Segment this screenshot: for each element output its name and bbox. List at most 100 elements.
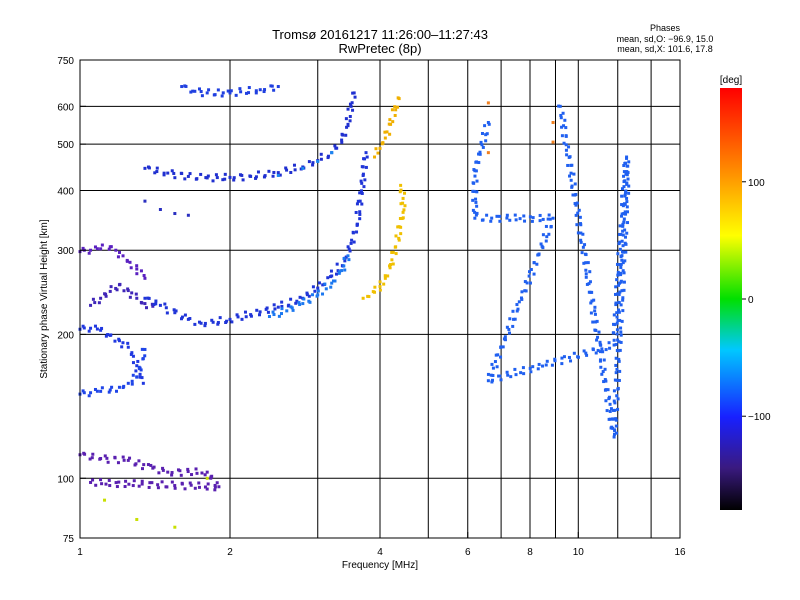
echo-point bbox=[118, 282, 122, 286]
echo-point bbox=[316, 286, 320, 290]
echo-point bbox=[485, 132, 489, 136]
echo-point bbox=[362, 157, 366, 161]
echo-point bbox=[247, 86, 251, 90]
echo-point bbox=[126, 458, 130, 462]
echo-point bbox=[235, 313, 239, 317]
echo-point bbox=[265, 306, 269, 310]
echo-point bbox=[347, 258, 351, 262]
echo-point bbox=[186, 213, 190, 217]
echo-point bbox=[561, 111, 565, 115]
echo-point bbox=[481, 145, 485, 149]
echo-point bbox=[149, 463, 153, 467]
echo-point bbox=[615, 328, 619, 332]
echo-point bbox=[545, 235, 549, 239]
echo-point bbox=[494, 353, 498, 357]
echo-point bbox=[516, 307, 520, 311]
grid bbox=[80, 60, 680, 538]
echo-point bbox=[258, 310, 262, 314]
echo-point bbox=[484, 133, 488, 137]
echo-point bbox=[615, 332, 619, 336]
echo-point bbox=[401, 196, 405, 200]
echo-point bbox=[573, 202, 577, 206]
echo-point bbox=[547, 232, 551, 236]
echo-point bbox=[173, 484, 177, 488]
echo-point bbox=[271, 310, 275, 314]
echo-point bbox=[618, 224, 622, 228]
echo-point bbox=[527, 270, 531, 274]
echo-point bbox=[203, 473, 207, 477]
echo-point bbox=[522, 214, 526, 218]
echo-point bbox=[569, 171, 573, 175]
echo-point bbox=[173, 311, 177, 315]
echo-point bbox=[170, 471, 174, 475]
y-tick-label: 300 bbox=[57, 246, 74, 257]
echo-point bbox=[622, 202, 626, 206]
echo-point bbox=[137, 365, 141, 369]
echo-point bbox=[203, 324, 207, 328]
echo-point bbox=[180, 85, 184, 89]
echo-point bbox=[617, 300, 621, 304]
echo-point bbox=[513, 317, 517, 321]
echo-point bbox=[114, 389, 118, 393]
echo-point bbox=[593, 309, 597, 313]
echo-point bbox=[326, 154, 330, 158]
echo-point bbox=[356, 199, 360, 203]
echo-point bbox=[311, 285, 315, 289]
echo-point bbox=[508, 218, 512, 222]
echo-point bbox=[614, 431, 618, 435]
echo-point bbox=[489, 373, 493, 377]
echo-point bbox=[551, 121, 555, 125]
echo-point bbox=[99, 328, 103, 332]
echo-point bbox=[330, 151, 334, 155]
echo-point bbox=[579, 240, 583, 244]
echo-point bbox=[627, 191, 631, 195]
echo-point bbox=[285, 309, 289, 313]
echo-point bbox=[258, 88, 262, 92]
echo-point bbox=[613, 323, 617, 327]
echo-point bbox=[564, 134, 568, 138]
echo-point bbox=[232, 176, 236, 180]
echo-point bbox=[114, 286, 118, 290]
echo-point bbox=[183, 177, 187, 181]
echo-point bbox=[109, 333, 113, 337]
x-tick-label: 1 bbox=[77, 547, 83, 558]
echo-point bbox=[346, 254, 350, 258]
echo-point bbox=[391, 250, 395, 254]
y-tick-label: 200 bbox=[57, 330, 74, 341]
echo-point bbox=[621, 204, 625, 208]
echo-point bbox=[531, 365, 535, 369]
echo-point bbox=[578, 222, 582, 226]
echo-point bbox=[623, 259, 627, 263]
echo-point bbox=[541, 364, 545, 368]
echo-point bbox=[399, 183, 403, 187]
echo-point bbox=[214, 173, 218, 177]
echo-point bbox=[131, 373, 135, 377]
echo-point bbox=[126, 345, 130, 349]
echo-point bbox=[340, 269, 344, 273]
echo-point bbox=[604, 348, 608, 352]
echo-point bbox=[280, 304, 284, 308]
echo-point bbox=[581, 245, 585, 249]
echo-point bbox=[373, 290, 377, 294]
echo-point bbox=[155, 166, 159, 170]
echo-point bbox=[170, 473, 174, 477]
echo-point bbox=[550, 363, 554, 367]
echo-point bbox=[100, 326, 104, 330]
echo-point bbox=[262, 90, 266, 94]
echo-point bbox=[374, 147, 378, 151]
y-tick-label: 750 bbox=[57, 56, 74, 67]
echo-point bbox=[236, 315, 240, 319]
echo-point bbox=[122, 289, 126, 293]
echo-point bbox=[199, 172, 203, 176]
echo-point bbox=[491, 378, 495, 382]
echo-point bbox=[615, 378, 619, 382]
echo-point bbox=[206, 174, 210, 178]
echo-point bbox=[593, 312, 597, 316]
echo-point bbox=[311, 293, 315, 297]
echo-point bbox=[562, 355, 566, 359]
echo-point bbox=[197, 481, 201, 485]
echo-point bbox=[514, 218, 518, 222]
echo-point bbox=[537, 253, 541, 257]
echo-point bbox=[560, 356, 564, 360]
